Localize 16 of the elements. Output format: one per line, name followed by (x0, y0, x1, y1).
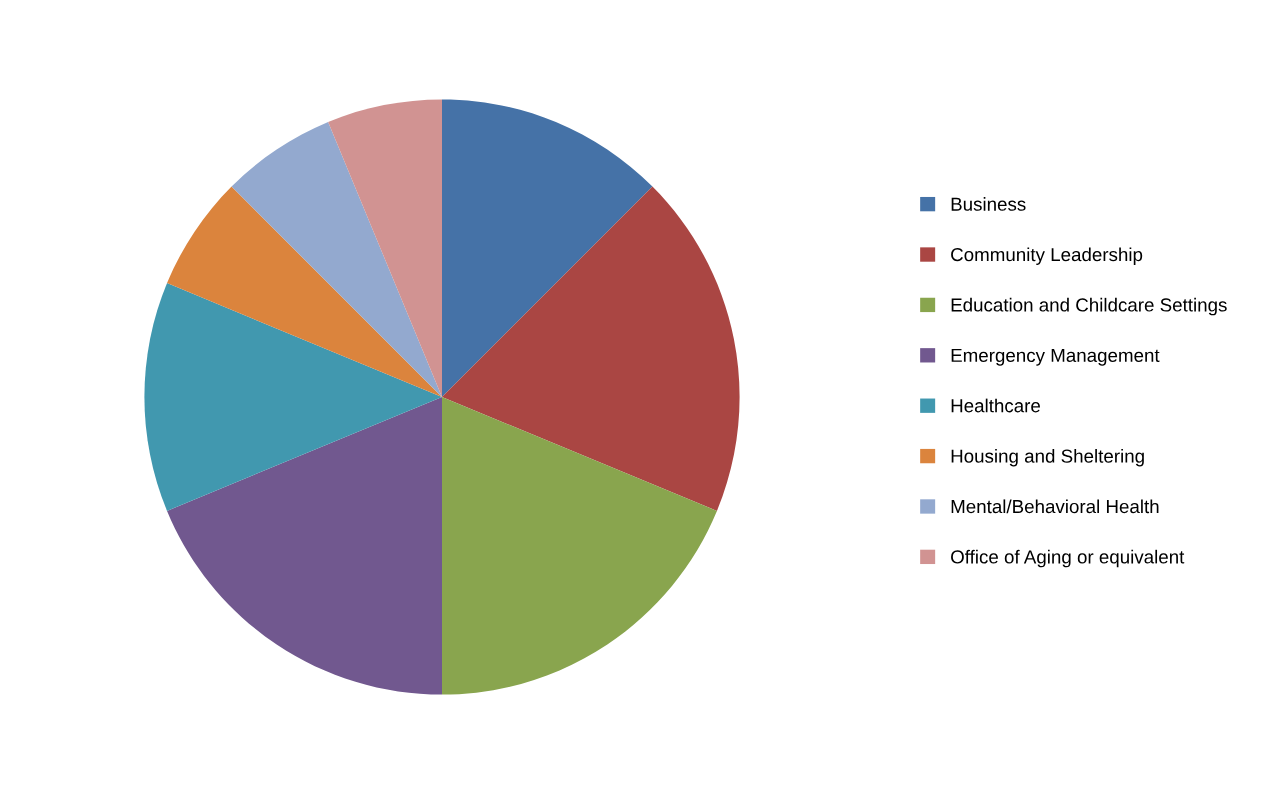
legend-label: Education and Childcare Settings (951, 297, 1227, 316)
pie-slice (442, 186, 740, 511)
pie-slice (442, 397, 717, 695)
legend-label: Healthcare (951, 398, 1040, 413)
legend-label: Business (951, 197, 1026, 211)
pie-slice (231, 122, 442, 397)
pie-slice (144, 283, 442, 511)
legend-label: Housing and Sheltering (951, 449, 1144, 467)
pie-slice (328, 99, 442, 397)
legend-label: Mental/Behavioral Health (951, 499, 1159, 514)
legend-label: Office of Aging or equivalent (951, 549, 1185, 568)
legend-label: Emergency Management (951, 348, 1160, 366)
pie-slice (167, 186, 442, 397)
pie-slice (442, 99, 653, 397)
pie-slice (167, 397, 442, 695)
legend-label: Community Leadership (951, 247, 1143, 265)
